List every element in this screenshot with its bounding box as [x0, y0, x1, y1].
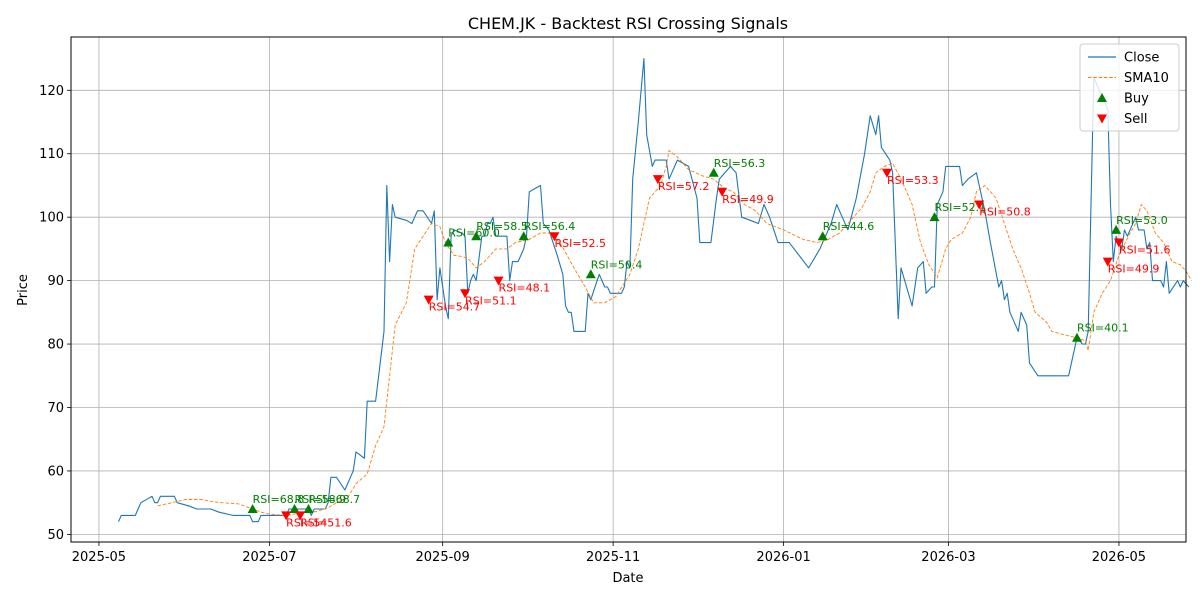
x-tick-label: 2025-09 [416, 550, 470, 565]
y-tick-label: 60 [47, 464, 64, 479]
legend-sell-swatch [1097, 114, 1107, 124]
sell-signal-label: RSI=49.9 [722, 193, 774, 206]
buy-signal-label: RSI=56.3 [714, 157, 766, 170]
sell-signal-label: RSI=54 [286, 516, 327, 529]
sell-signal-marker [652, 175, 663, 185]
x-tick-label: 2025-07 [242, 550, 296, 565]
y-tick-label: 50 [47, 528, 64, 543]
y-tick-label: 100 [39, 211, 64, 226]
legend: Close SMA10 Buy Sell [1079, 43, 1180, 132]
y-tick-label: 110 [39, 147, 64, 162]
sell-signal-marker [493, 276, 504, 286]
sell-signal-marker [974, 200, 985, 210]
buy-signal-marker [585, 269, 596, 279]
sell-signal-label: RSI=52.5 [554, 237, 606, 250]
legend-box [1079, 43, 1180, 132]
sell-signal-label: RSI=51.6 [300, 516, 352, 529]
sell-signal-marker [295, 511, 306, 521]
close-price-line [117, 58, 1190, 523]
legend-label-sell: Sell [1124, 112, 1147, 127]
buy-signal-label: RSI=50.4 [591, 258, 643, 271]
x-axis: 2025-05 2025-07 2025-09 2025-11 2026-01 2026-… [72, 542, 1146, 565]
x-tick-label: 2025-05 [72, 550, 126, 565]
buy-signal-label: RSI=58.9 [295, 493, 347, 506]
buy-signal-label: RSI=52.1 [934, 201, 986, 214]
buy-signal-marker [929, 212, 940, 222]
buy-signal-marker [708, 167, 719, 177]
y-tick-label: 120 [39, 84, 64, 99]
x-tick-label: 2025-11 [586, 550, 640, 565]
y-axis: 50 60 70 80 90 100 110 120 [39, 84, 71, 543]
sell-signal-label: RSI=54.7 [429, 301, 481, 314]
sell-signal-marker [1113, 238, 1124, 248]
buy-signal-marker [518, 231, 529, 241]
buy-signal-label: RSI=68.7 [309, 493, 361, 506]
sma10-line [157, 149, 1192, 516]
legend-buy-swatch [1097, 93, 1107, 102]
buy-signal-marker [303, 504, 314, 514]
buy-signal-marker [247, 504, 258, 514]
buy-signal-marker [443, 237, 454, 247]
sell-signal-label: RSI=57.2 [658, 180, 710, 193]
sell-signal-marker [423, 295, 434, 305]
grid-lines [71, 37, 1186, 542]
buy-signal-marker [471, 231, 482, 241]
x-tick-label: 2026-01 [756, 550, 810, 565]
buy-signal-label: RSI=60.0 [448, 227, 500, 240]
buy-signal-label: RSI=58.5 [476, 220, 528, 233]
sell-signal-marker [281, 511, 292, 521]
sell-signal-label: RSI=50.8 [979, 205, 1031, 218]
sell-signal-marker [881, 168, 892, 178]
sell-signal-marker [549, 232, 560, 242]
y-tick-label: 80 [47, 338, 64, 353]
y-tick-label: 90 [47, 274, 64, 289]
chart-title: CHEM.JK - Backtest RSI Crossing Signals [468, 14, 788, 33]
legend-label-close: Close [1124, 51, 1159, 66]
buy-signal-marker [1072, 332, 1083, 342]
sell-signal-label: RSI=51.6 [1119, 244, 1171, 257]
buy-signal-label: RSI=53.0 [1116, 214, 1168, 227]
buy-signal-label: RSI=44.6 [823, 220, 875, 233]
buy-signal-marker [289, 504, 300, 514]
sell-signal-label: RSI=51.1 [465, 294, 517, 307]
x-tick-label: 2026-05 [1092, 550, 1146, 565]
x-axis-label: Date [612, 571, 643, 586]
sell-signal-marker [460, 289, 471, 299]
y-axis-label: Price [16, 274, 31, 306]
sell-signal-label: RSI=48.1 [499, 282, 551, 295]
buy-signal-marker [1111, 224, 1122, 234]
sell-signal-marker [1102, 257, 1113, 267]
axes-frame [70, 36, 1187, 543]
legend-label-sma10: SMA10 [1124, 71, 1169, 86]
x-tick-label: 2026-03 [921, 550, 975, 565]
buy-signal-label: RSI=40.1 [1077, 322, 1129, 335]
sell-signal-marker [717, 187, 728, 197]
sell-signal-label: RSI=49.9 [1108, 263, 1160, 276]
buy-signal-label: RSI=68.8 [253, 493, 305, 506]
buy-signal-marker [817, 231, 828, 241]
sell-signal-label: RSI=53.3 [887, 174, 939, 187]
y-tick-label: 70 [47, 401, 64, 416]
legend-label-buy: Buy [1124, 92, 1149, 107]
buy-signal-label: RSI=56.4 [524, 220, 576, 233]
